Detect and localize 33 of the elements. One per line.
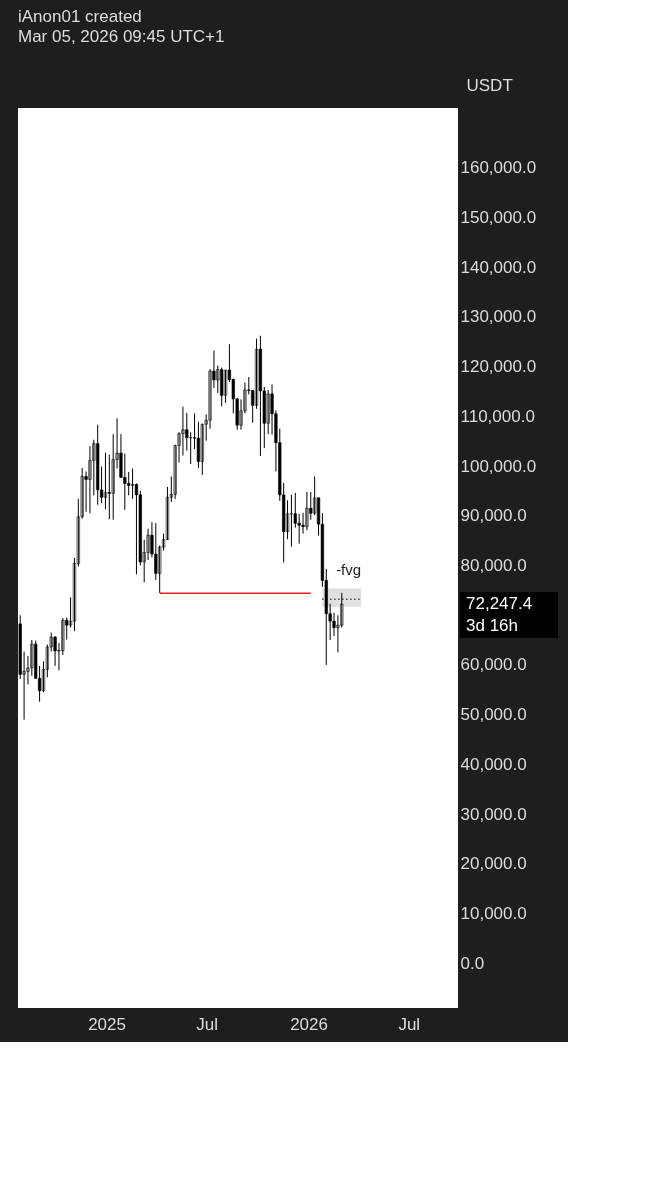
y-tick-label: 50,000.0 <box>460 705 527 725</box>
y-tick-label: 150,000.0 <box>460 207 537 227</box>
chart-title: iAnon01 created <box>18 7 142 26</box>
y-tick-label: 90,000.0 <box>460 506 527 526</box>
candlestick <box>200 423 204 476</box>
x-tick-label: 2026 <box>290 1014 328 1034</box>
text: 72,247.4 <box>466 594 533 614</box>
y-tick-label: 130,000.0 <box>460 307 537 327</box>
candlestick <box>220 367 224 407</box>
y-tick-label: 20,000.0 <box>460 854 527 874</box>
candlestick <box>96 424 100 506</box>
candlestick <box>258 335 263 457</box>
y-tick-label: 30,000.0 <box>460 804 527 824</box>
candlestick <box>127 471 131 496</box>
x-tick-label: Jul <box>196 1014 219 1034</box>
y-tick-label: 140,000.0 <box>460 257 537 277</box>
y-tick-label: 60,000.0 <box>460 655 527 675</box>
x-tick-label: 2025 <box>88 1014 126 1034</box>
y-axis-title: USDT <box>466 75 513 95</box>
y-tick-label: 10,000.0 <box>460 904 527 924</box>
x-tick-label: Jul <box>398 1014 421 1034</box>
y-tick-label: 80,000.0 <box>460 555 527 575</box>
y-tick-label: 40,000.0 <box>460 754 527 774</box>
y-tick-label: 110,000.0 <box>460 406 535 426</box>
y-tick-label: 160,000.0 <box>460 158 537 178</box>
y-tick-label: 120,000.0 <box>460 357 537 377</box>
chart-subtitle: Mar 05, 2026 09:45 UTC+1 <box>18 27 225 46</box>
y-tick-label: 100,000.0 <box>460 456 537 476</box>
candlestick <box>107 454 111 520</box>
y-tick-label: 0.0 <box>460 953 485 973</box>
candlestick <box>103 452 108 510</box>
annotation: -fvg <box>336 561 362 579</box>
text: 3d 16h <box>466 616 518 636</box>
